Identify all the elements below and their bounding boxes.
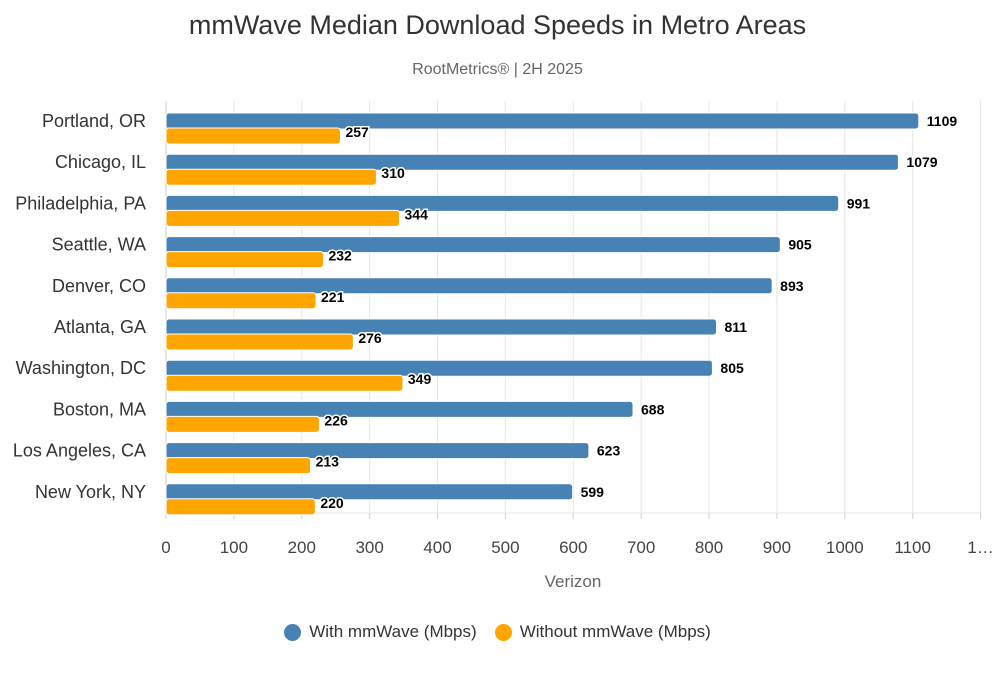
data-label-with-mmwave: 905 (788, 237, 812, 253)
legend: With mmWave (Mbps) Without mmWave (Mbps) (0, 622, 995, 642)
legend-item-with-mmwave[interactable]: With mmWave (Mbps) (284, 622, 477, 642)
category-label: Atlanta, GA (54, 317, 146, 337)
data-label-without-mmwave: 232 (328, 248, 352, 264)
x-tick-label: 500 (491, 538, 519, 557)
bar-with-mmwave[interactable] (165, 194, 840, 212)
x-tick-label: 400 (423, 538, 451, 557)
legend-label-with-mmwave: With mmWave (Mbps) (309, 622, 477, 641)
data-label-with-mmwave: 805 (720, 360, 744, 376)
x-tick-label: 1100 (894, 538, 931, 557)
data-label-without-mmwave: 344 (405, 206, 429, 222)
data-label-without-mmwave: 226 (324, 412, 348, 428)
bar-with-mmwave[interactable] (165, 318, 718, 336)
legend-item-without-mmwave[interactable]: Without mmWave (Mbps) (494, 622, 711, 642)
legend-label-without-mmwave: Without mmWave (Mbps) (519, 622, 711, 641)
x-tick-label: 900 (763, 538, 791, 557)
bar-with-mmwave[interactable] (165, 483, 574, 501)
legend-marker-without-mmwave (494, 623, 512, 641)
category-label: Boston, MA (53, 399, 146, 419)
category-label: Portland, OR (42, 111, 146, 131)
data-label-without-mmwave: 221 (321, 289, 345, 305)
category-label: Denver, CO (52, 276, 146, 296)
x-tick-label: 0 (161, 538, 170, 557)
chart-title: mmWave Median Download Speeds in Metro A… (188, 10, 807, 40)
bar-without-mmwave[interactable] (165, 415, 320, 433)
data-label-without-mmwave: 349 (408, 371, 432, 387)
data-label-without-mmwave: 310 (381, 165, 405, 181)
x-tick-label: 600 (559, 538, 587, 557)
data-label-without-mmwave: 257 (345, 124, 369, 140)
x-tick-label: 200 (288, 538, 316, 557)
category-label: Los Angeles, CA (13, 441, 146, 461)
bar-without-mmwave[interactable] (165, 374, 404, 392)
data-label-with-mmwave: 893 (780, 278, 804, 294)
data-label-with-mmwave: 688 (641, 401, 665, 417)
data-label-with-mmwave: 1109 (927, 113, 958, 129)
bar-with-mmwave[interactable] (165, 400, 634, 418)
legend-marker-with-mmwave (284, 623, 302, 641)
data-label-without-mmwave: 220 (320, 495, 344, 511)
bar-with-mmwave[interactable] (165, 153, 899, 171)
bar-without-mmwave[interactable] (165, 251, 324, 269)
bar-with-mmwave[interactable] (165, 277, 773, 295)
bar-without-mmwave[interactable] (165, 168, 377, 186)
bar-with-mmwave[interactable] (165, 112, 920, 130)
x-tick-label: 1… (967, 538, 993, 557)
bar-with-mmwave[interactable] (165, 236, 781, 254)
bar-chart: 0 100 200 300 400 500 600 700 800 900 1000 1100 1… Ve… (13, 101, 994, 591)
category-label: Philadelphia, PA (15, 193, 146, 213)
bar-without-mmwave[interactable] (165, 127, 341, 145)
bar-without-mmwave[interactable] (165, 292, 317, 310)
data-label-without-mmwave: 276 (358, 330, 382, 346)
category-label: Chicago, IL (55, 152, 146, 172)
bar-without-mmwave[interactable] (165, 498, 316, 516)
data-label-with-mmwave: 599 (581, 484, 605, 500)
category-label: Seattle, WA (52, 235, 146, 255)
x-tick-label: 1000 (826, 538, 864, 557)
category-label: New York, NY (35, 482, 146, 502)
category-label: Washington, DC (16, 358, 146, 378)
x-axis-title: Verizon (545, 572, 602, 591)
bar-without-mmwave[interactable] (165, 209, 401, 227)
x-tick-label: 700 (627, 538, 655, 557)
bar-without-mmwave[interactable] (165, 457, 312, 475)
data-label-with-mmwave: 991 (847, 195, 871, 211)
data-label-without-mmwave: 213 (316, 454, 340, 470)
x-tick-label: 100 (220, 538, 248, 557)
data-label-with-mmwave: 1079 (906, 154, 937, 170)
x-tick-label: 300 (355, 538, 383, 557)
x-tick-label: 800 (695, 538, 723, 557)
bar-with-mmwave[interactable] (165, 359, 713, 377)
bar-with-mmwave[interactable] (165, 442, 590, 460)
chart-subtitle: RootMetrics® | 2H 2025 (412, 61, 583, 78)
data-label-with-mmwave: 811 (725, 319, 748, 335)
bar-without-mmwave[interactable] (165, 333, 354, 351)
data-label-with-mmwave: 623 (597, 443, 621, 459)
